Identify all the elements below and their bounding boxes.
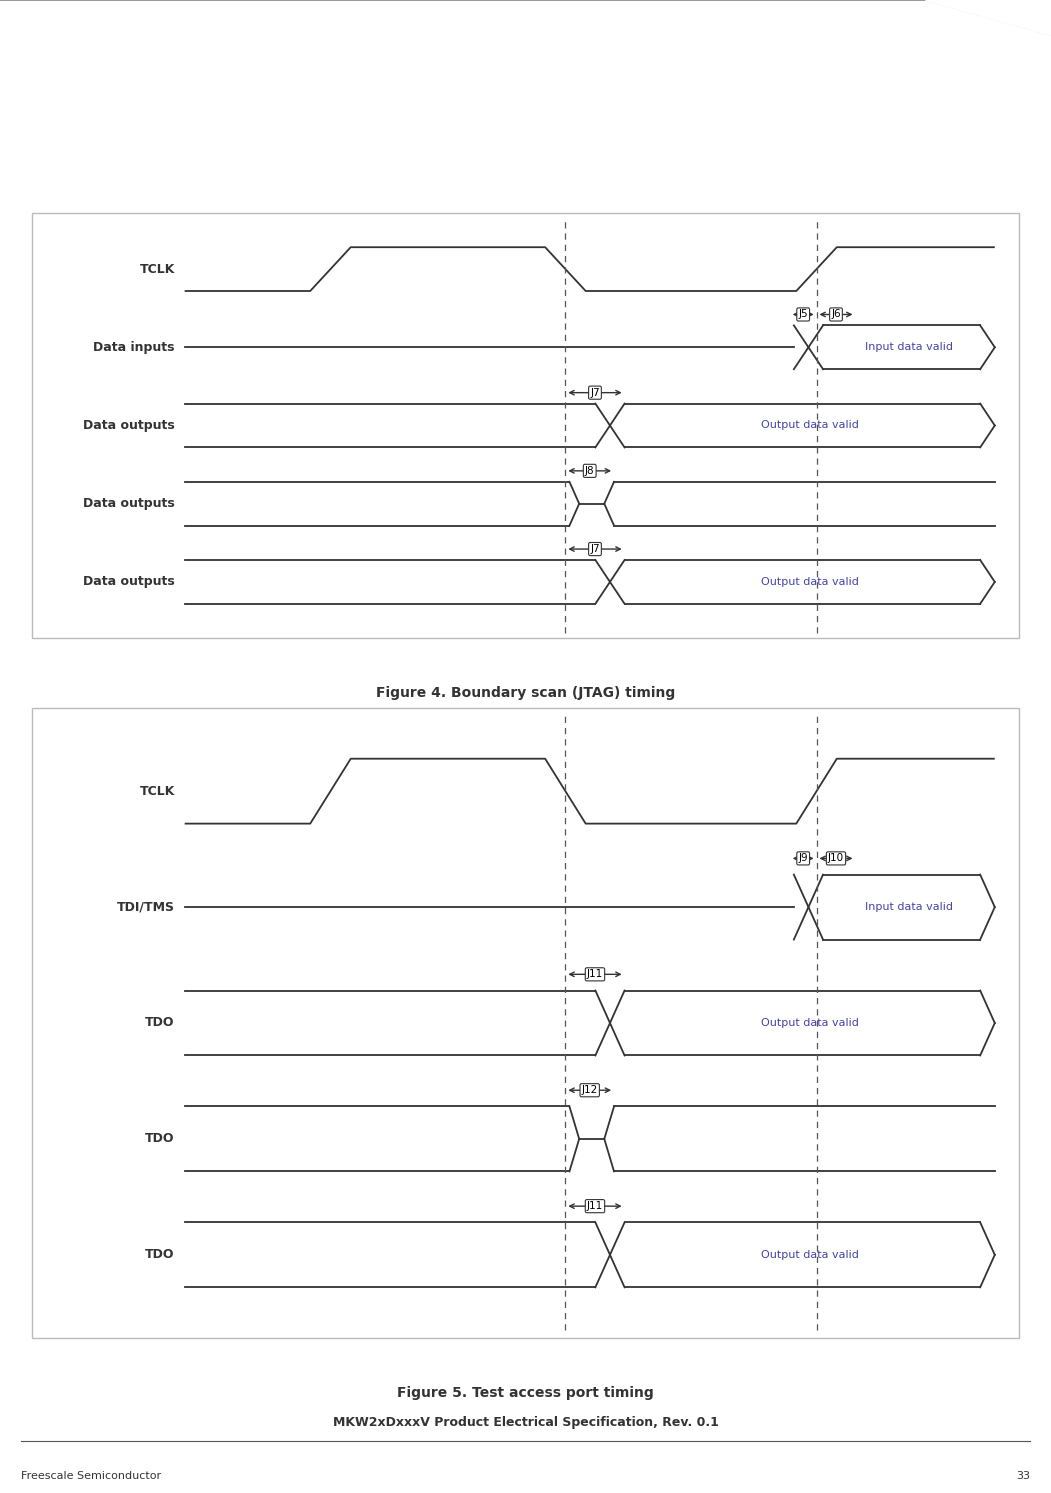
- Text: Input data valid: Input data valid: [865, 342, 953, 352]
- Bar: [32, 708, 1019, 1338]
- Text: Figure 4. Boundary scan (JTAG) timing: Figure 4. Boundary scan (JTAG) timing: [376, 685, 675, 700]
- Text: Figure 5. Test access port timing: Figure 5. Test access port timing: [397, 1386, 654, 1400]
- Text: TDO: TDO: [145, 1248, 174, 1262]
- Polygon shape: [0, 0, 1051, 34]
- Text: Data inputs: Data inputs: [94, 340, 174, 354]
- Text: Input data valid: Input data valid: [865, 902, 953, 912]
- Text: J7: J7: [591, 543, 600, 554]
- Text: J7: J7: [591, 388, 600, 397]
- Text: J11: J11: [586, 969, 603, 979]
- Text: Output data valid: Output data valid: [761, 421, 859, 430]
- Text: J10: J10: [828, 854, 844, 863]
- Polygon shape: [925, 0, 1051, 34]
- Text: J8: J8: [585, 466, 595, 476]
- Text: J11: J11: [586, 1202, 603, 1211]
- Text: Output data valid: Output data valid: [761, 1250, 859, 1260]
- Text: Output data valid: Output data valid: [761, 1018, 859, 1029]
- Text: MKW2xDxxxV Product Electrical Specification, Rev. 0.1: MKW2xDxxxV Product Electrical Specificat…: [332, 1415, 719, 1429]
- Text: Freescale Semiconductor: Freescale Semiconductor: [21, 1471, 161, 1481]
- Text: TCLK: TCLK: [140, 785, 174, 797]
- Bar: [32, 213, 1019, 638]
- Text: J9: J9: [799, 854, 808, 863]
- Text: TCLK: TCLK: [140, 263, 174, 276]
- Text: J6: J6: [831, 309, 841, 320]
- Text: Output data valid: Output data valid: [761, 576, 859, 587]
- Text: Data outputs: Data outputs: [83, 420, 174, 431]
- Text: TDI/TMS: TDI/TMS: [117, 900, 174, 914]
- Text: TDO: TDO: [145, 1132, 174, 1145]
- Text: TDO: TDO: [145, 1017, 174, 1030]
- Text: J5: J5: [799, 309, 808, 320]
- Text: J12: J12: [581, 1085, 598, 1096]
- Text: Data outputs: Data outputs: [83, 575, 174, 588]
- Text: 33: 33: [1016, 1471, 1030, 1481]
- Text: Data outputs: Data outputs: [83, 497, 174, 511]
